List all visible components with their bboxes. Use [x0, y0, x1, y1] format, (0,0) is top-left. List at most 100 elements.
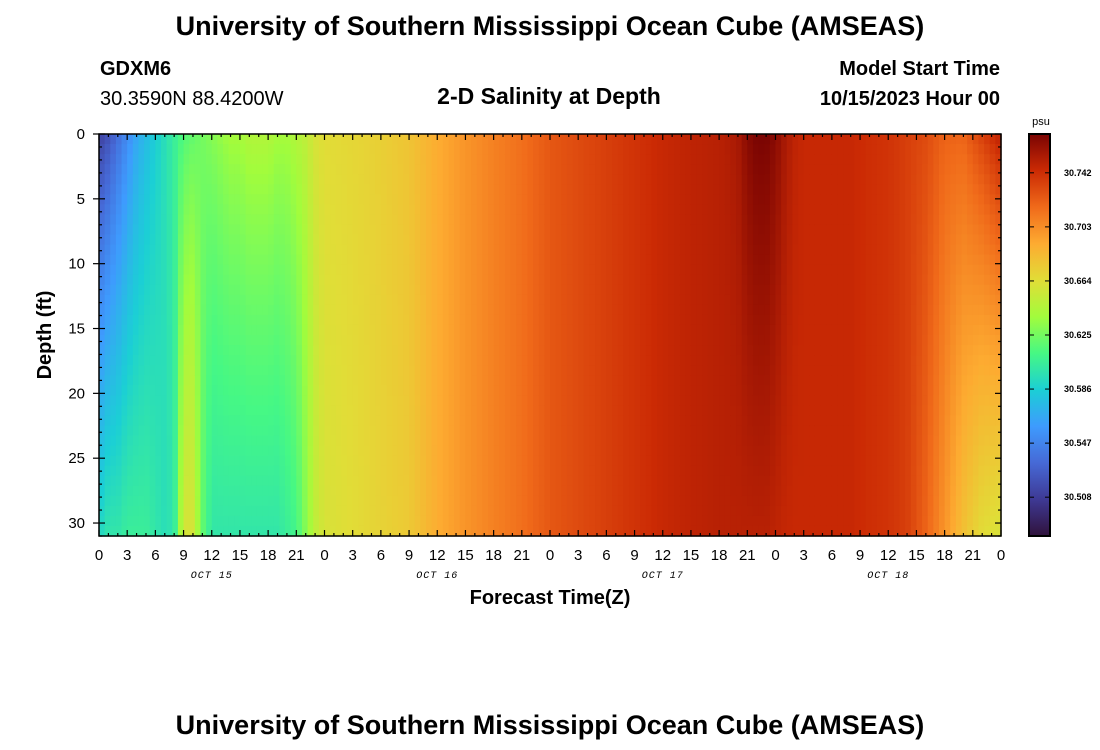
heatmap-cell — [347, 194, 354, 205]
heatmap-cell — [256, 345, 264, 356]
heatmap-cell — [617, 345, 624, 356]
heatmap-cell — [369, 294, 376, 306]
heatmap-cell — [245, 335, 252, 346]
heatmap-cell — [251, 204, 258, 215]
heatmap-cell — [296, 204, 303, 215]
heatmap-cell — [578, 395, 585, 406]
heatmap-cell — [313, 475, 320, 487]
heatmap-cell — [741, 375, 748, 386]
heatmap-cell — [651, 164, 658, 175]
heatmap-cell — [595, 485, 602, 497]
heatmap-cell — [369, 375, 376, 386]
heatmap-cell — [189, 184, 196, 195]
heatmap-cell — [516, 525, 523, 537]
heatmap-cell — [662, 264, 669, 276]
heatmap-cell — [273, 465, 280, 477]
heatmap-cell — [493, 455, 500, 467]
heatmap-cell — [369, 385, 376, 396]
heatmap-cell — [786, 355, 794, 366]
heatmap-cell — [499, 184, 506, 195]
heatmap-cell — [335, 495, 343, 507]
heatmap-cell — [268, 294, 275, 306]
heatmap-cell — [268, 345, 275, 356]
heatmap-cell — [521, 144, 529, 155]
heatmap-cell — [256, 365, 264, 376]
heatmap-cell — [707, 375, 715, 386]
heatmap-cell — [707, 525, 715, 537]
heatmap-cell — [144, 324, 151, 336]
heatmap-cell — [177, 465, 185, 477]
heatmap-cell — [454, 224, 461, 236]
heatmap-cell — [685, 475, 692, 487]
heatmap-cell — [223, 274, 230, 286]
heatmap-cell — [234, 184, 241, 195]
heatmap-cell — [538, 274, 545, 286]
heatmap-cell — [752, 345, 760, 356]
heatmap-cell — [561, 455, 568, 467]
heatmap-cell — [471, 435, 478, 447]
heatmap-cell — [409, 525, 416, 537]
heatmap-cell — [268, 204, 275, 215]
heatmap-cell — [459, 264, 467, 276]
heatmap-cell — [482, 465, 489, 477]
heatmap-cell — [645, 455, 653, 467]
heatmap-cell — [578, 244, 585, 256]
heatmap-cell — [206, 324, 213, 336]
heatmap-cell — [121, 495, 128, 507]
heatmap-cell — [172, 345, 179, 356]
heatmap-cell — [437, 525, 444, 537]
heatmap-cell — [510, 405, 517, 416]
heatmap-cell — [375, 485, 382, 497]
heatmap-cell — [482, 294, 489, 306]
heatmap-cell — [696, 395, 703, 406]
heatmap-cell — [600, 505, 607, 517]
heatmap-cell — [375, 294, 382, 306]
heatmap-cell — [617, 365, 624, 376]
heatmap-cell — [313, 284, 320, 296]
heatmap-cell — [617, 194, 624, 205]
heatmap-cell — [307, 495, 314, 507]
heatmap-cell — [138, 184, 145, 195]
heatmap-cell — [172, 395, 179, 406]
heatmap-cell — [775, 274, 782, 286]
heatmap-cell — [172, 505, 179, 517]
heatmap-cell — [533, 435, 540, 447]
heatmap-cell — [674, 294, 681, 306]
heatmap-cell — [307, 485, 314, 497]
heatmap-cell — [781, 314, 788, 326]
heatmap-cell — [256, 324, 264, 336]
heatmap-cell — [251, 405, 258, 416]
heatmap-cell — [550, 224, 557, 236]
heatmap-cell — [251, 184, 258, 195]
heatmap-cell — [149, 435, 156, 447]
heatmap-cell — [149, 515, 156, 527]
heatmap-cell — [668, 365, 675, 376]
heatmap-cell — [414, 435, 421, 447]
heatmap-cell — [279, 194, 286, 205]
heatmap-cell — [324, 134, 331, 145]
heatmap-cell — [527, 335, 534, 346]
heatmap-cell — [375, 465, 382, 477]
heatmap-cell — [330, 234, 337, 246]
heatmap-cell — [769, 254, 777, 266]
heatmap-cell — [510, 495, 517, 507]
heatmap-cell — [431, 134, 438, 145]
heatmap-cell — [397, 144, 405, 155]
heatmap-cell — [279, 184, 286, 195]
heatmap-cell — [217, 465, 224, 477]
heatmap-cell — [595, 495, 602, 507]
heatmap-cell — [679, 485, 686, 497]
heatmap-cell — [651, 154, 658, 165]
heatmap-cell — [228, 365, 235, 376]
heatmap-cell — [741, 194, 748, 205]
heatmap-cell — [110, 214, 117, 226]
heatmap-cell — [375, 385, 382, 396]
heatmap-cell — [234, 465, 241, 477]
heatmap-cell — [172, 234, 179, 246]
heatmap-cell — [104, 264, 111, 276]
heatmap-cell — [550, 324, 557, 336]
heatmap-cell — [781, 204, 788, 215]
heatmap-cell — [764, 395, 771, 406]
heatmap-cell — [223, 365, 230, 376]
heatmap-cell — [335, 405, 343, 416]
